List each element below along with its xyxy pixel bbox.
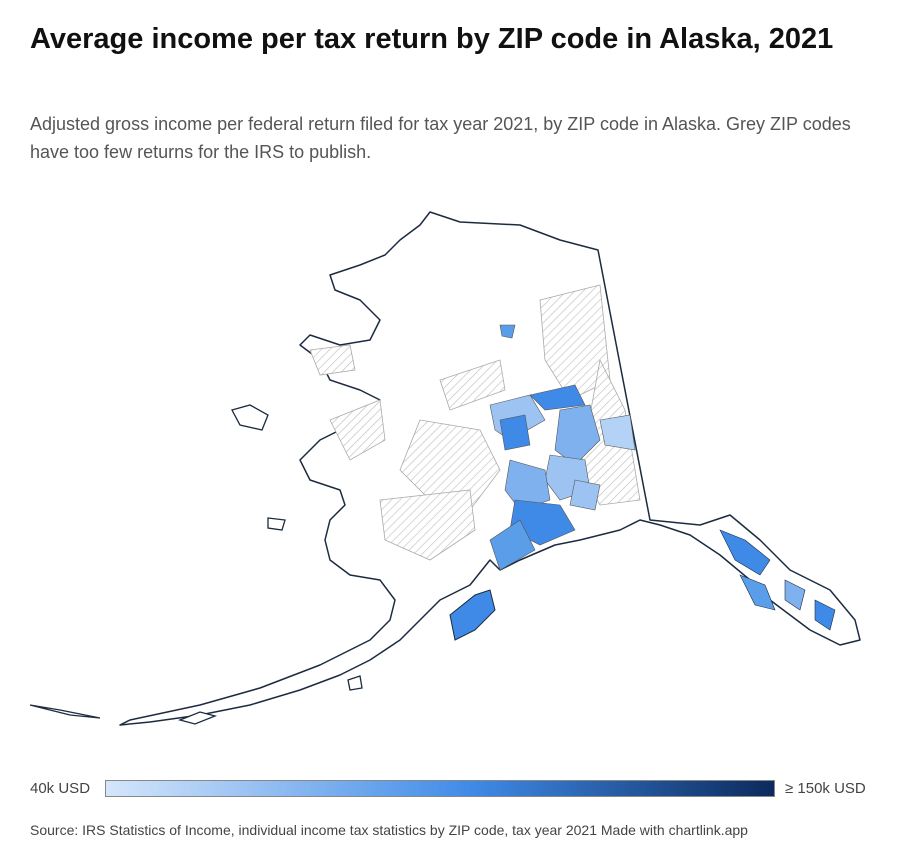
legend-gradient [105,780,775,797]
legend-min-label: 40k USD [30,780,91,797]
map [29,211,861,726]
title: Average income per tax return by ZIP cod… [30,23,834,55]
zip-areas [449,324,836,641]
credit: Made with chartlink.app [600,822,748,838]
legend-max-label: ≥ 150k USD [785,780,866,797]
subtitle: Adjusted gross income per federal return… [30,114,851,162]
suppressed-zips [309,284,641,561]
islands [29,404,363,725]
source: Source: IRS Statistics of Income, indivi… [30,822,597,838]
footer: Source: IRS Statistics of Income, indivi… [30,822,748,838]
